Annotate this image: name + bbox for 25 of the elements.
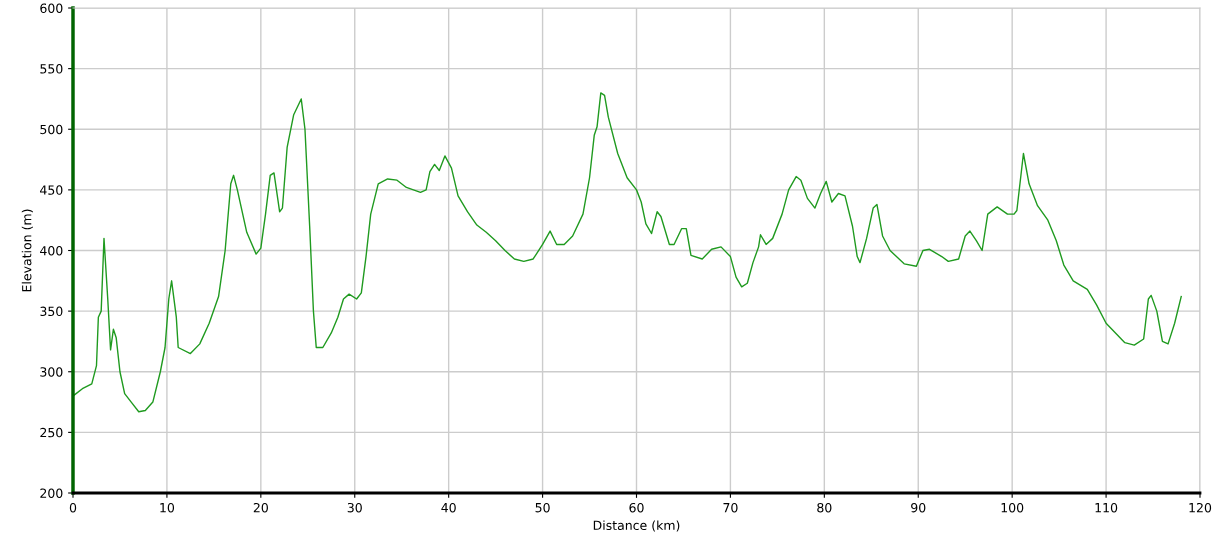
y-tick-label: 300 bbox=[40, 367, 63, 377]
x-tick-label: 120 bbox=[1189, 502, 1212, 513]
x-tick-label: 40 bbox=[441, 502, 456, 513]
y-tick-label: 600 bbox=[40, 3, 63, 13]
y-tick-label: 400 bbox=[40, 245, 63, 256]
y-tick-label: 500 bbox=[40, 124, 63, 135]
x-tick-label: 60 bbox=[629, 502, 644, 513]
line-series bbox=[73, 92, 1182, 413]
x-tick-label: 10 bbox=[160, 502, 175, 513]
x-tick-label: 50 bbox=[535, 502, 550, 513]
x-tick-label: 20 bbox=[253, 502, 268, 513]
x-tick-label: 110 bbox=[1095, 502, 1118, 513]
x-tick-label: 0 bbox=[69, 502, 77, 513]
x-tick-label: 90 bbox=[911, 502, 926, 513]
y-tick-label: 200 bbox=[40, 488, 63, 498]
x-tick-label: 30 bbox=[347, 502, 362, 513]
x-tick-label: 70 bbox=[723, 502, 738, 513]
y-tick-label: 250 bbox=[40, 427, 63, 438]
y-tick-label: 450 bbox=[40, 185, 63, 195]
x-tick-label: 100 bbox=[1001, 502, 1024, 513]
y-tick-label: 350 bbox=[40, 306, 63, 317]
y-tick-label: 550 bbox=[40, 64, 63, 74]
y-axis-title: Elevation (m) bbox=[21, 209, 33, 292]
x-axis-title: Distance (km) bbox=[593, 520, 680, 532]
x-tick-label: 80 bbox=[817, 502, 832, 513]
